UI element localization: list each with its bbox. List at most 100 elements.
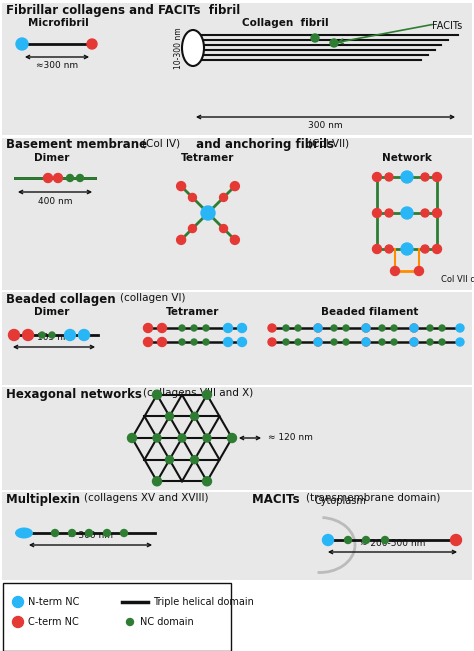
Circle shape — [439, 339, 445, 345]
Circle shape — [421, 173, 429, 181]
Circle shape — [79, 329, 90, 340]
Circle shape — [410, 324, 418, 332]
Circle shape — [157, 324, 166, 333]
Text: MACITs: MACITs — [252, 493, 304, 506]
Circle shape — [314, 338, 322, 346]
Circle shape — [127, 618, 134, 626]
Circle shape — [382, 536, 389, 544]
Bar — [2, 292, 472, 385]
Circle shape — [373, 173, 382, 182]
Circle shape — [44, 174, 53, 182]
Text: ≈300 nm: ≈300 nm — [36, 61, 78, 70]
Circle shape — [410, 338, 418, 346]
Circle shape — [52, 529, 58, 536]
Circle shape — [224, 324, 233, 333]
Circle shape — [331, 339, 337, 345]
Text: Fibrillar collagens and FACITs  fibril: Fibrillar collagens and FACITs fibril — [6, 4, 240, 17]
Circle shape — [9, 329, 19, 340]
Circle shape — [203, 339, 209, 345]
Circle shape — [385, 173, 393, 181]
Circle shape — [85, 529, 92, 536]
Circle shape — [379, 339, 385, 345]
Circle shape — [343, 339, 349, 345]
Text: Beaded collagen: Beaded collagen — [6, 293, 120, 306]
Circle shape — [410, 324, 418, 332]
Circle shape — [439, 325, 445, 331]
Circle shape — [153, 434, 161, 442]
Circle shape — [157, 337, 166, 346]
Text: N-term NC: N-term NC — [28, 597, 79, 607]
Circle shape — [144, 337, 153, 346]
Text: (collagen VI): (collagen VI) — [120, 293, 185, 303]
Circle shape — [230, 236, 239, 244]
Circle shape — [22, 329, 34, 340]
Circle shape — [421, 245, 429, 253]
Circle shape — [203, 434, 211, 442]
Circle shape — [322, 534, 334, 546]
Text: (collagens XV and XVIII): (collagens XV and XVIII) — [84, 493, 209, 503]
Circle shape — [219, 193, 228, 201]
Circle shape — [191, 456, 199, 464]
Circle shape — [177, 182, 186, 191]
Circle shape — [456, 324, 464, 332]
Circle shape — [401, 171, 413, 183]
Circle shape — [179, 325, 185, 331]
Circle shape — [385, 245, 393, 253]
Circle shape — [432, 245, 441, 253]
Circle shape — [414, 266, 423, 275]
Circle shape — [427, 325, 433, 331]
Text: Basement membrane: Basement membrane — [6, 138, 151, 151]
Circle shape — [345, 536, 352, 544]
Circle shape — [385, 209, 393, 217]
Text: Network: Network — [382, 153, 432, 163]
Circle shape — [191, 325, 197, 331]
Circle shape — [178, 434, 186, 442]
Circle shape — [432, 173, 441, 182]
Text: Hexagonal networks: Hexagonal networks — [6, 388, 146, 401]
Circle shape — [314, 324, 322, 332]
Circle shape — [76, 174, 83, 182]
Text: (transmembrane domain): (transmembrane domain) — [306, 493, 440, 503]
Circle shape — [314, 338, 322, 346]
Circle shape — [179, 339, 185, 345]
Circle shape — [66, 174, 73, 182]
Text: Beaded filament: Beaded filament — [321, 307, 419, 317]
Bar — [2, 492, 472, 580]
Circle shape — [401, 207, 413, 219]
Text: (Col VII): (Col VII) — [308, 138, 349, 148]
Text: ≈ 300 nm: ≈ 300 nm — [68, 531, 113, 540]
Circle shape — [379, 325, 385, 331]
Text: 300 nm: 300 nm — [308, 122, 343, 130]
Circle shape — [391, 325, 397, 331]
Text: 400 nm: 400 nm — [38, 197, 72, 206]
Circle shape — [330, 39, 338, 47]
Circle shape — [421, 209, 429, 217]
Circle shape — [39, 332, 45, 338]
Circle shape — [191, 412, 199, 421]
Text: Triple helical domain: Triple helical domain — [153, 597, 254, 607]
Bar — [2, 138, 472, 290]
Circle shape — [165, 456, 173, 464]
Circle shape — [69, 529, 75, 536]
Circle shape — [268, 338, 276, 346]
Circle shape — [237, 324, 246, 333]
Circle shape — [362, 324, 370, 332]
Circle shape — [144, 324, 153, 333]
Ellipse shape — [182, 30, 204, 66]
Text: Dimer: Dimer — [34, 307, 70, 317]
Circle shape — [54, 174, 63, 182]
Bar — [2, 387, 472, 490]
Circle shape — [391, 266, 400, 275]
Circle shape — [202, 390, 211, 399]
Circle shape — [391, 339, 397, 345]
Text: (collagens VIII and X): (collagens VIII and X) — [143, 388, 253, 398]
Circle shape — [103, 529, 110, 536]
Text: ≈ 120 nm: ≈ 120 nm — [268, 432, 313, 441]
Circle shape — [237, 337, 246, 346]
Circle shape — [363, 536, 370, 544]
Circle shape — [331, 325, 337, 331]
Circle shape — [12, 596, 24, 607]
Text: Cytoplasm: Cytoplasm — [314, 496, 366, 506]
Circle shape — [224, 337, 233, 346]
Circle shape — [295, 325, 301, 331]
